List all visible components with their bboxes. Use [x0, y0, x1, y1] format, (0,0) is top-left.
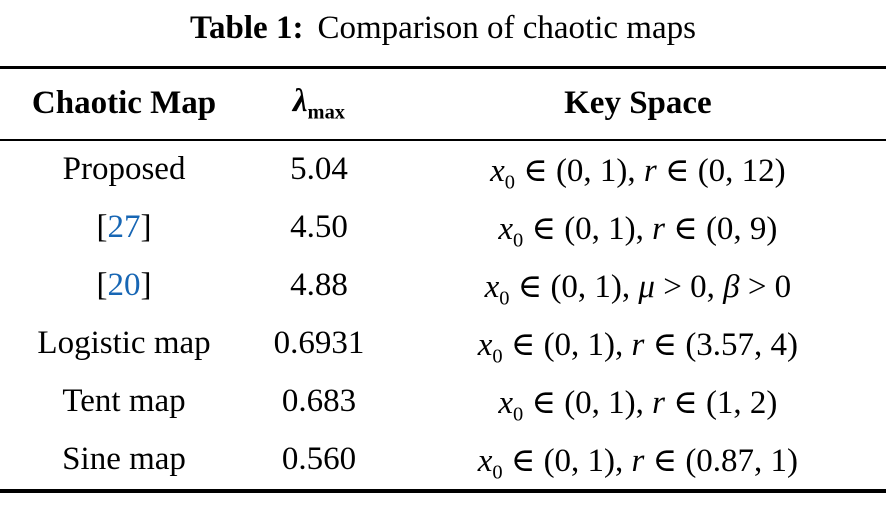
table-row: Proposed 5.04 x0 ∈ (0, 1), r ∈ (0, 12)	[0, 140, 886, 199]
header-row: Chaotic Map λmax Key Space	[0, 67, 886, 141]
header-key-space: Key Space	[389, 67, 886, 141]
key-space-value: x0 ∈ (0, 1), r ∈ (0, 9)	[390, 199, 886, 257]
lambda-symbol: λ	[292, 83, 308, 120]
citation-link[interactable]: 27	[107, 209, 141, 246]
math-subscript: 0	[513, 403, 524, 426]
math-text: ∈ (0, 1),	[502, 442, 632, 479]
table-body: Proposed 5.04 x0 ∈ (0, 1), r ∈ (0, 12) [27]…	[0, 140, 886, 491]
key-space-value: x0 ∈ (0, 1), r ∈ (3.57, 4)	[390, 315, 886, 373]
math-subscript: 0	[499, 287, 510, 310]
math-subscript: 0	[492, 345, 503, 368]
math-variable: x	[477, 326, 493, 363]
table-row: [20] 4.88 x0 ∈ (0, 1), μ > 0, β > 0	[0, 257, 886, 315]
math-text: ∈ (0, 1),	[502, 326, 632, 363]
lambda-max-value: 0.6931	[273, 325, 365, 362]
math-text: ∈ (0, 1),	[523, 210, 653, 247]
math-text: > 0,	[655, 268, 724, 305]
math-variable: r	[652, 210, 666, 247]
math-text: ∈ (3.57, 4)	[644, 326, 799, 363]
key-space-value: x0 ∈ (0, 1), r ∈ (0, 12)	[390, 140, 886, 199]
chaotic-map-cell: [20]	[0, 257, 248, 315]
lambda-subscript: max	[307, 101, 346, 124]
math-subscript: 0	[492, 461, 503, 484]
math-variable: x	[484, 268, 500, 305]
chaotic-maps-comparison-table: Chaotic Map λmax Key Space Proposed 5.04 x…	[0, 65, 886, 493]
table-caption-label: Table 1:	[190, 10, 304, 46]
lambda-max-value: 4.88	[290, 267, 348, 304]
chaotic-map-cell: [27]	[0, 199, 248, 257]
math-variable: x	[477, 442, 493, 479]
table-caption: Table 1: Comparison of chaotic maps	[0, 0, 886, 48]
math-text: ∈ (0, 1),	[515, 152, 644, 189]
math-subscript: 0	[504, 171, 516, 194]
math-subscript: 0	[513, 229, 524, 252]
table-row: [27] 4.50 x0 ∈ (0, 1), r ∈ (0, 9)	[0, 199, 886, 257]
citation-close-bracket: ]	[140, 267, 152, 304]
lambda-max-value: 4.50	[290, 209, 348, 246]
citation-open-bracket: [	[96, 267, 108, 304]
lambda-max-value: 5.04	[290, 151, 348, 188]
math-text: ∈ (0.87, 1)	[644, 442, 799, 479]
chaotic-map-cell: Proposed	[62, 151, 186, 188]
math-variable: β	[723, 268, 740, 305]
key-space-value: x0 ∈ (0, 1), r ∈ (1, 2)	[390, 373, 886, 431]
citation-link[interactable]: 20	[107, 267, 141, 304]
math-variable: r	[631, 442, 645, 479]
citation-close-bracket: ]	[140, 209, 152, 246]
math-text: ∈ (0, 1),	[523, 384, 653, 421]
math-variable: r	[643, 152, 657, 189]
chaotic-map-cell: Sine map	[62, 441, 186, 478]
table-row: Logistic map 0.6931 x0 ∈ (0, 1), r ∈ (3.57…	[0, 315, 886, 373]
math-variable: x	[498, 384, 514, 421]
key-space-value: x0 ∈ (0, 1), r ∈ (0.87, 1)	[390, 431, 886, 491]
header-lambda-max: λmax	[248, 67, 390, 141]
chaotic-map-cell: Tent map	[62, 383, 186, 420]
math-text: ∈ (1, 2)	[665, 384, 778, 421]
citation-open-bracket: [	[96, 209, 108, 246]
math-variable: r	[631, 326, 645, 363]
math-variable: r	[652, 384, 666, 421]
math-text: ∈ (0, 1),	[509, 268, 639, 305]
lambda-max-value: 0.560	[281, 441, 357, 478]
math-variable: μ	[638, 268, 655, 305]
table-row: Tent map 0.683 x0 ∈ (0, 1), r ∈ (1, 2)	[0, 373, 886, 431]
table-header: Chaotic Map λmax Key Space	[0, 67, 886, 141]
header-chaotic-map: Chaotic Map	[0, 67, 249, 141]
math-variable: x	[490, 152, 505, 189]
chaotic-map-cell: Logistic map	[37, 325, 211, 362]
lambda-max-value: 0.683	[281, 383, 357, 420]
math-text: > 0	[739, 268, 792, 305]
math-text: ∈ (0, 12)	[656, 152, 786, 189]
table-caption-text: Comparison of chaotic maps	[317, 10, 696, 46]
table-row: Sine map 0.560 x0 ∈ (0, 1), r ∈ (0.87, 1)	[0, 431, 886, 491]
key-space-value: x0 ∈ (0, 1), μ > 0, β > 0	[390, 257, 886, 315]
math-text: ∈ (0, 9)	[665, 210, 778, 247]
math-variable: x	[498, 210, 514, 247]
